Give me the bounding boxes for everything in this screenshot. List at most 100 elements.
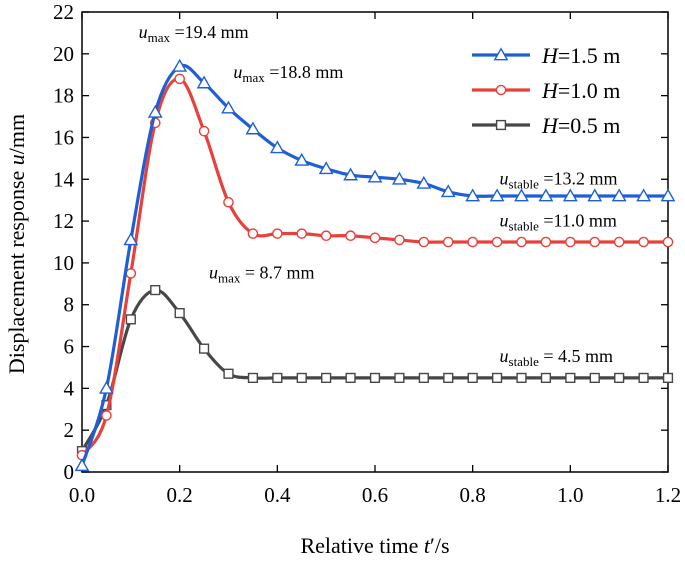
- data-point: [223, 368, 234, 379]
- data-point: [565, 372, 576, 384]
- legend-label: H=0.5 m: [541, 113, 620, 138]
- data-point: [125, 268, 137, 279]
- data-point: [636, 188, 651, 202]
- data-point: [538, 188, 554, 202]
- data-point: [198, 125, 210, 137]
- annotation-value: =19.4 mm: [170, 22, 249, 42]
- data-point: [587, 188, 603, 202]
- data-point: [223, 196, 234, 208]
- legend-label-var: H: [541, 43, 559, 68]
- y-axis: 0 2 4 6 8 10 12 14 16 18 20 22: [53, 0, 668, 484]
- legend-label: H=1.5 m: [541, 43, 620, 68]
- data-point: [272, 372, 283, 384]
- data-point: [318, 161, 334, 175]
- x-tick-label: 0.8: [460, 483, 486, 507]
- data-point: [101, 410, 112, 421]
- annotation-ustable-10: ustable =11.0 mm: [500, 210, 617, 233]
- data-point: [514, 188, 529, 202]
- data-point: [392, 171, 407, 185]
- y-tick-label: 10: [53, 251, 74, 275]
- annotation-ustable-15: ustable =13.2 mm: [500, 169, 618, 192]
- series-line: [80, 288, 668, 452]
- x-tick-label: 0.0: [69, 483, 95, 507]
- data-point: [74, 458, 90, 472]
- legend-label: H=1.0 m: [541, 78, 620, 103]
- x-axis-title-suffix: ′/s: [430, 533, 450, 558]
- y-tick-label: 4: [64, 376, 75, 400]
- data-point: [660, 188, 676, 202]
- data-point: [367, 169, 383, 183]
- data-point: [294, 152, 310, 166]
- annotation-var: u: [209, 263, 218, 283]
- data-point: [321, 372, 332, 384]
- annotation-sub: stable: [509, 177, 540, 192]
- data-point: [540, 372, 552, 384]
- y-tick-label: 14: [53, 167, 75, 191]
- data-point: [443, 372, 454, 384]
- annotation-var: u: [500, 210, 509, 230]
- data-point: [343, 167, 358, 181]
- data-point: [589, 236, 601, 248]
- data-point: [269, 140, 285, 154]
- data-point: [614, 372, 625, 384]
- data-point: [565, 236, 576, 248]
- x-tick-label: 1.2: [655, 483, 681, 507]
- y-tick-label: 0: [64, 460, 75, 484]
- y-axis-title: Displacement response u/mm: [4, 114, 29, 374]
- series-triangle: [74, 58, 676, 472]
- data-point: [296, 372, 307, 384]
- data-point: [489, 188, 505, 202]
- data-point: [662, 372, 674, 384]
- data-point: [662, 236, 674, 248]
- annotation-sub: stable: [509, 354, 540, 369]
- x-axis-title: Relative time t′/s: [300, 533, 449, 558]
- legend-label-var: H: [541, 113, 559, 138]
- data-point: [611, 188, 627, 202]
- data-point: [465, 188, 481, 202]
- data-point: [540, 236, 552, 248]
- data-point: [416, 175, 432, 189]
- annotation-ustable-05: ustable = 4.5 mm: [500, 346, 613, 369]
- data-point: [442, 236, 454, 248]
- data-point: [196, 75, 212, 89]
- x-axis-title-var: t: [424, 533, 431, 558]
- y-axis-title-suffix: /mm: [4, 114, 29, 154]
- data-point: [272, 228, 283, 239]
- legend-entry: H=1.0 m: [472, 78, 620, 103]
- data-point: [638, 372, 649, 384]
- data-point: [418, 372, 429, 384]
- y-tick-label: 18: [53, 84, 74, 108]
- data-point: [491, 372, 503, 384]
- data-point: [638, 236, 649, 248]
- data-point: [123, 232, 139, 246]
- data-point: [150, 284, 161, 296]
- legend-label-value: =1.5 m: [558, 43, 621, 68]
- data-point: [369, 232, 381, 244]
- data-point: [147, 104, 163, 118]
- y-tick-label: 8: [64, 293, 75, 317]
- annotation-value: =13.2 mm: [539, 169, 618, 189]
- data-point: [125, 314, 136, 325]
- legend-label-value: =0.5 m: [558, 113, 621, 138]
- annotation-value: =11.0 mm: [539, 210, 617, 230]
- data-point: [172, 58, 188, 72]
- legend-marker: [495, 84, 507, 96]
- legend-marker: [495, 119, 507, 131]
- data-point: [174, 307, 185, 319]
- x-tick-label: 0.2: [167, 483, 193, 507]
- series-layer: [74, 58, 676, 472]
- data-point: [247, 228, 259, 239]
- y-tick-label: 20: [53, 42, 74, 66]
- data-point: [516, 372, 527, 384]
- annotation-var: u: [139, 22, 148, 42]
- data-point: [394, 372, 405, 384]
- data-point: [247, 372, 259, 384]
- annotation-sub: max: [218, 271, 241, 286]
- y-axis-title-var: u: [4, 154, 29, 165]
- data-point: [174, 73, 185, 85]
- annotation-umax-15: umax =19.4 mm: [139, 22, 249, 45]
- series-square: [76, 284, 674, 457]
- annotation-var: u: [500, 169, 509, 189]
- annotation-sub: max: [242, 70, 265, 85]
